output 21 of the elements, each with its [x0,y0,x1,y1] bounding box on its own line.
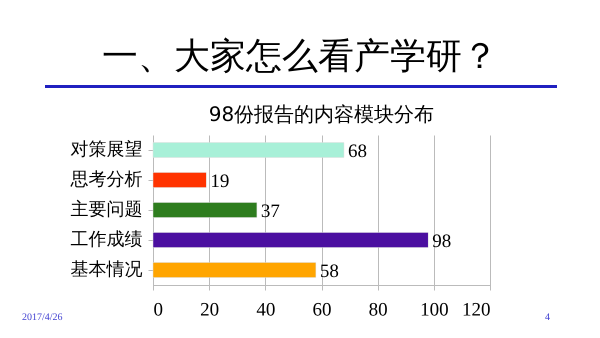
x-tick-label: 80 [368,300,388,320]
chart-subtitle: 98份报告的内容模块分布 [208,102,434,126]
data-label: 19 [210,171,230,192]
text: 4 [545,312,550,323]
y-tick-label: 基本情况 [70,259,142,280]
data-label: 37 [260,201,280,222]
y-tick-label: 主要问题 [70,199,142,220]
data-label: 68 [348,141,367,162]
x-tick-label: 120 [462,300,490,320]
x-tick-label: 0 [154,300,163,320]
y-tick-label: 对策展望 [70,139,142,160]
x-tick-label: 100 [420,300,449,320]
x-tick-label: 60 [312,300,332,320]
data-label: 98 [432,231,452,252]
y-tick-label: 工作成绩 [70,229,142,250]
x-tick-label: 20 [200,300,220,320]
data-label: 58 [320,261,339,282]
y-tick-label: 思考分析 [70,169,142,190]
chart-title: 一、大家怎么看产学研？ [101,35,499,79]
text: 2017/4/26 [22,312,63,323]
x-tick-label: 40 [256,300,276,320]
